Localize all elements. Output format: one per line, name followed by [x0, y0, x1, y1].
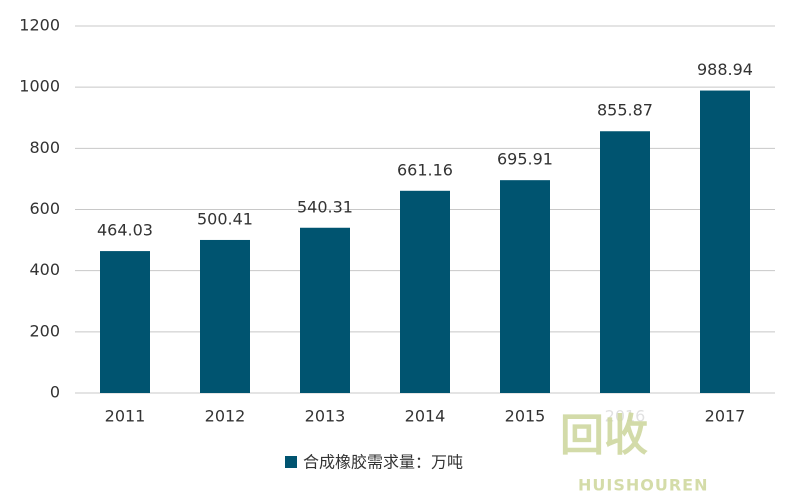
watermark-box: [548, 408, 670, 464]
x-tick-label: 2014: [405, 407, 446, 426]
value-label: 661.16: [397, 160, 453, 179]
x-tick-label: 2013: [305, 407, 346, 426]
y-tick-label: 600: [29, 199, 60, 218]
x-tick-label: 2015: [505, 407, 546, 426]
bar: [400, 190, 450, 393]
x-tick-label: 2017: [705, 407, 746, 426]
legend-swatch: [285, 456, 297, 468]
bar: [300, 227, 350, 393]
y-tick-label: 800: [29, 138, 60, 157]
value-label: 695.91: [497, 150, 553, 169]
watermark-brand: HUISHOUREN: [578, 476, 708, 495]
y-tick-label: 400: [29, 260, 60, 279]
y-tick-label: 0: [50, 383, 60, 402]
watermark-logo: 回收: [560, 410, 648, 461]
bar: [700, 90, 750, 393]
bar: [500, 180, 550, 393]
value-label: 500.41: [197, 209, 253, 228]
bar: [600, 131, 650, 393]
bar: [200, 239, 250, 393]
y-tick-label: 1000: [19, 77, 60, 96]
y-tick-label: 1200: [19, 16, 60, 35]
value-label: 464.03: [97, 221, 153, 240]
y-tick-label: 200: [29, 321, 60, 340]
legend-label: 合成橡胶需求量：万吨: [303, 453, 463, 472]
value-label: 988.94: [697, 60, 753, 79]
x-tick-label: 2012: [205, 407, 246, 426]
bar: [100, 251, 150, 393]
value-label: 540.31: [297, 197, 353, 216]
value-label: 855.87: [597, 101, 653, 120]
x-tick-label: 2011: [105, 407, 146, 426]
